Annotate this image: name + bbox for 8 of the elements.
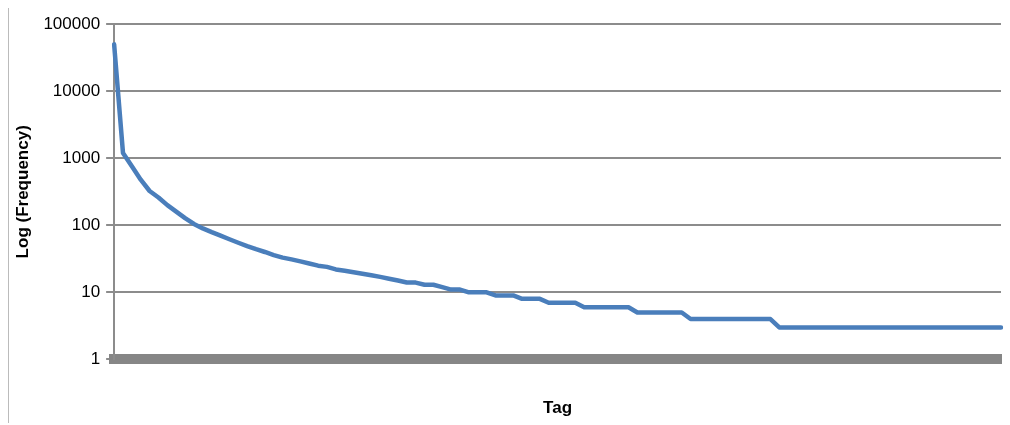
y-tick-label: 1000 (62, 147, 101, 167)
y-axis-title: Log (Frequency) (12, 125, 32, 259)
x-axis-title: Tag (543, 398, 573, 418)
y-tick-label: 1 (90, 349, 101, 369)
y-tick-label: 100000 (43, 13, 101, 33)
y-tick-label: 100 (71, 215, 101, 235)
y-tick-label: 10000 (52, 80, 101, 100)
y-tick-label: 10 (81, 282, 101, 302)
